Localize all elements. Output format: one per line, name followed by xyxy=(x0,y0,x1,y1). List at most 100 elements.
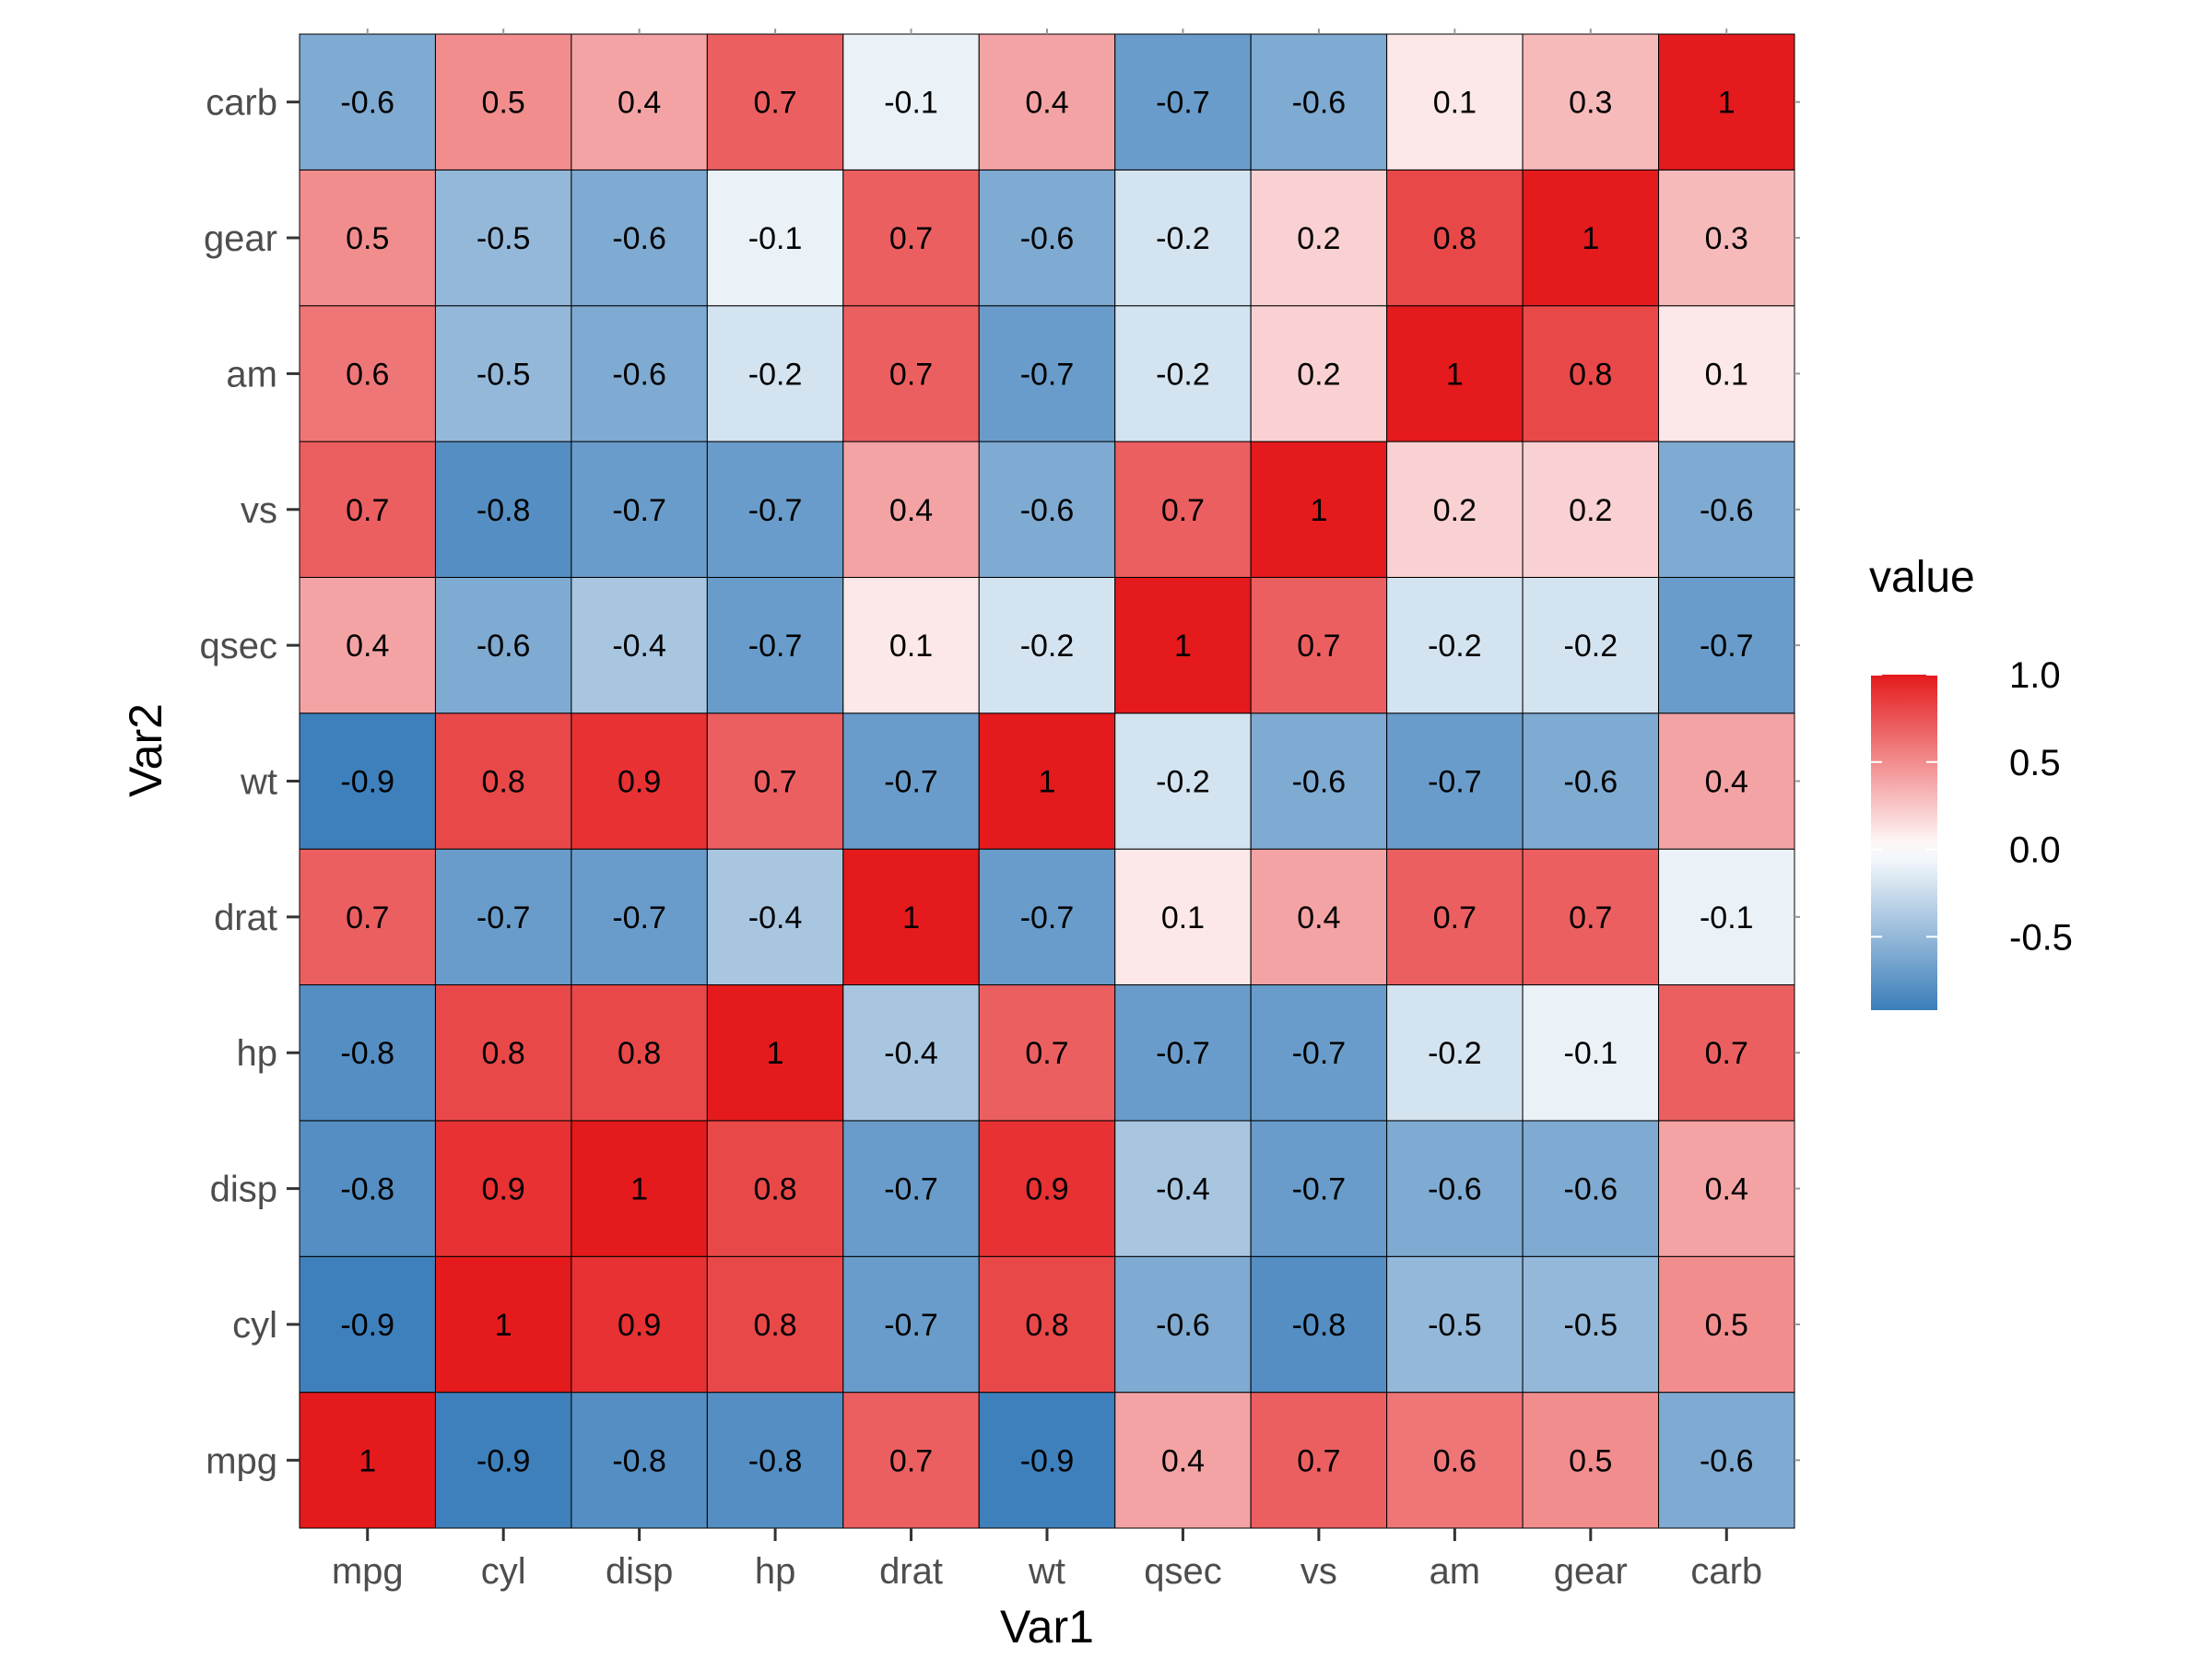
cell-value-label: -0.6 xyxy=(1020,221,1075,256)
y-tick-label: cyl xyxy=(232,1305,277,1346)
y-axis-title: Var2 xyxy=(120,703,171,797)
cell-value-label: -0.4 xyxy=(1156,1172,1210,1207)
heatmap-cell xyxy=(434,441,572,578)
heatmap-cell xyxy=(842,1120,980,1257)
heatmap-cell xyxy=(299,576,436,714)
x-tick-label: hp xyxy=(755,1551,796,1592)
heatmap-cell xyxy=(978,984,1116,1122)
legend-tick-label: 0.5 xyxy=(2009,743,2061,783)
cell-value-label: -0.8 xyxy=(340,1036,394,1071)
heatmap-cell xyxy=(842,169,980,307)
heatmap-cell xyxy=(434,1255,572,1394)
cell-value-label: 0.4 xyxy=(1161,1443,1205,1478)
heatmap-cell xyxy=(978,848,1116,986)
cell-value-label: -0.5 xyxy=(477,221,531,256)
heatmap-cell xyxy=(842,848,980,986)
heatmap-cell xyxy=(299,305,436,442)
heatmap-cell xyxy=(434,984,572,1122)
legend-color-bar xyxy=(1871,675,1937,1010)
heatmap-cell xyxy=(434,33,572,171)
cell-value-label: -0.7 xyxy=(1020,900,1075,935)
heatmap-cell xyxy=(706,576,844,714)
cell-value-label: 1 xyxy=(1310,493,1327,528)
cell-value-label: 1 xyxy=(1446,357,1464,392)
cell-value-label: -0.2 xyxy=(1428,629,1482,664)
cell-value-label: -0.6 xyxy=(1428,1172,1482,1207)
cell-value-label: 0.2 xyxy=(1297,221,1340,256)
heatmap-cell xyxy=(571,305,708,442)
cell-value-label: 0.7 xyxy=(346,493,389,528)
x-tick-label: am xyxy=(1430,1551,1481,1592)
cell-value-label: -0.2 xyxy=(748,357,803,392)
cell-value-label: 0.5 xyxy=(482,86,525,121)
cell-value-label: 0.8 xyxy=(1025,1308,1068,1343)
cell-value-label: -0.7 xyxy=(884,1172,938,1207)
heatmap-cell xyxy=(1522,305,1660,442)
cell-value-label: -0.1 xyxy=(1700,900,1754,935)
cell-value-label: 0.7 xyxy=(1297,629,1340,664)
heatmap-cell xyxy=(1250,305,1388,442)
heatmap-cell xyxy=(1114,33,1252,171)
heatmap-cell xyxy=(1250,984,1388,1122)
heatmap-cell xyxy=(299,848,436,986)
cell-value-label: 0.8 xyxy=(753,1308,796,1343)
heatmap-cell xyxy=(299,1255,436,1394)
heatmap-cell xyxy=(1522,33,1660,171)
cell-value-label: 0.3 xyxy=(1569,86,1612,121)
heatmap-cell xyxy=(706,169,844,307)
cell-value-label: -0.2 xyxy=(1156,357,1210,392)
heatmap-cell xyxy=(434,1392,572,1529)
cell-value-label: -0.7 xyxy=(748,493,803,528)
heatmap-cell xyxy=(1386,848,1524,986)
heatmap-cell xyxy=(978,1255,1116,1394)
cell-value-label: -0.7 xyxy=(1292,1036,1347,1071)
cell-value-label: -0.1 xyxy=(884,86,938,121)
heatmap-cell xyxy=(978,305,1116,442)
heatmap-cell xyxy=(1250,169,1388,307)
cell-value-label: -0.2 xyxy=(1156,221,1210,256)
x-axis: mpg cyl disp hp drat wt qsec vs am gear carb xyxy=(332,29,1762,1592)
cell-value-label: -0.6 xyxy=(612,221,666,256)
cell-value-label: 0.5 xyxy=(1569,1443,1612,1478)
heatmap-cell xyxy=(842,576,980,714)
cell-value-label: -0.9 xyxy=(340,765,394,800)
heatmap-cell xyxy=(434,848,572,986)
cell-value-label: 0.7 xyxy=(346,900,389,935)
cell-value-label: 0.8 xyxy=(482,1036,525,1071)
cell-value-label: 0.8 xyxy=(753,1172,796,1207)
cell-value-label: -0.4 xyxy=(612,629,666,664)
cell-value-label: -0.9 xyxy=(1020,1443,1075,1478)
cell-value-label: 0.2 xyxy=(1433,493,1477,528)
cell-value-label: 0.8 xyxy=(1569,357,1612,392)
x-tick-label: carb xyxy=(1690,1551,1762,1592)
cell-value-label: -0.9 xyxy=(477,1443,531,1478)
heatmap-cell xyxy=(842,984,980,1122)
heatmap-cell xyxy=(706,848,844,986)
cell-value-label: 0.7 xyxy=(889,1443,933,1478)
cell-value-label: 1 xyxy=(767,1036,784,1071)
cell-value-label: -0.6 xyxy=(1292,765,1347,800)
heatmap-cell xyxy=(1114,1255,1252,1394)
heatmap-cell xyxy=(571,576,708,714)
cell-value-label: 0.7 xyxy=(1025,1036,1068,1071)
heatmap-cell xyxy=(299,33,436,171)
cell-value-label: -0.1 xyxy=(1564,1036,1618,1071)
cell-value-label: -0.7 xyxy=(612,900,666,935)
heatmap-cell xyxy=(842,305,980,442)
cell-value-label: 0.7 xyxy=(889,221,933,256)
cell-value-label: -0.9 xyxy=(340,1308,394,1343)
y-tick-label: qsec xyxy=(200,626,278,666)
cell-value-label: -0.6 xyxy=(1292,86,1347,121)
heatmap-cell xyxy=(571,848,708,986)
legend-tick-label: 0.0 xyxy=(2009,830,2061,871)
heatmap-cell xyxy=(978,33,1116,171)
heatmap-cell xyxy=(571,169,708,307)
heatmap-cell xyxy=(1658,441,1795,578)
cell-value-label: 1 xyxy=(1582,221,1599,256)
cell-value-label: 0.9 xyxy=(482,1172,525,1207)
cell-value-label: 0.5 xyxy=(346,221,389,256)
heatmap-cell xyxy=(1522,1392,1660,1529)
y-tick-label: hp xyxy=(237,1033,278,1074)
heatmap-cell xyxy=(1250,1392,1388,1529)
x-tick-label: disp xyxy=(606,1551,673,1592)
